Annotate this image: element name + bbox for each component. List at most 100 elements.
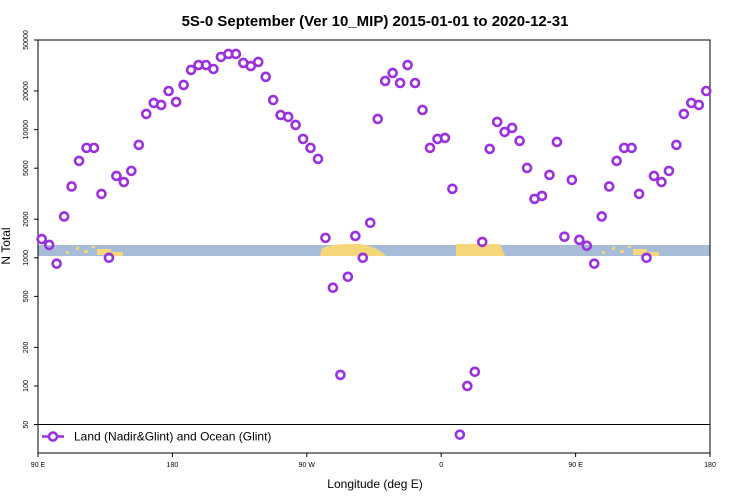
data-point (155, 99, 167, 111)
data-point (439, 132, 451, 144)
data-point (140, 108, 152, 120)
data-point (544, 169, 555, 181)
x-tick-label: 90 E (31, 462, 46, 469)
y-tick-label: 5000 (23, 160, 30, 176)
legend-marker (47, 431, 59, 442)
data-point (111, 170, 122, 182)
data-point (133, 139, 145, 151)
data-point (424, 142, 436, 154)
data-point (36, 233, 48, 245)
data-point (297, 133, 309, 145)
legend-label: Land (Nadir&Glint) and Ocean (Glint) (74, 430, 271, 444)
plot-frame (37, 39, 711, 454)
data-point (551, 136, 563, 148)
data-point (581, 240, 593, 252)
data-point (417, 104, 428, 116)
y-tick-label: 10000 (23, 120, 30, 140)
data-point (282, 111, 294, 123)
data-point (73, 155, 85, 167)
data-point (163, 85, 174, 97)
data-point (476, 236, 488, 248)
data-point (626, 142, 637, 154)
data-point (700, 85, 712, 97)
data-point (66, 181, 77, 192)
data-point (566, 174, 578, 186)
data-point (364, 217, 376, 229)
data-point (484, 143, 496, 155)
data-point (260, 71, 272, 83)
y-tick-label: 200 (23, 341, 30, 353)
data-point (574, 234, 585, 246)
data-point (51, 258, 62, 269)
map-background (38, 243, 710, 256)
data-point (305, 142, 316, 154)
data-point (357, 252, 369, 264)
data-point (588, 258, 600, 269)
data-point (208, 63, 219, 75)
data-point (320, 232, 331, 244)
data-point (633, 188, 645, 200)
data-point (58, 211, 70, 222)
data-point (491, 116, 503, 128)
y-tick-label: 20000 (23, 81, 30, 101)
y-axis-label: N Total (0, 227, 13, 264)
data-point (252, 56, 264, 68)
land-patches (66, 243, 659, 256)
data-point (641, 252, 652, 264)
data-point (103, 252, 115, 264)
data-point (88, 142, 100, 154)
chart-title: 5S-0 September (Ver 10_MIP) 2015-01-01 t… (182, 13, 569, 30)
x-tick-label: 180 (167, 462, 179, 469)
data-point (96, 188, 107, 200)
x-tick-label: 90 W (299, 462, 316, 469)
x-tick-label: 90 E (568, 462, 583, 469)
data-point (126, 165, 137, 177)
data-point (454, 429, 466, 440)
data-point (342, 271, 354, 283)
data-point (648, 170, 660, 182)
data-point (536, 190, 548, 202)
data-point (312, 153, 324, 165)
data-point (387, 67, 398, 79)
y-tick-label: 2000 (23, 211, 30, 227)
data-point (267, 94, 279, 106)
data-point (350, 230, 361, 242)
data-point (521, 162, 533, 174)
data-point (118, 176, 130, 188)
data-point (402, 59, 413, 71)
data-point (178, 79, 189, 91)
data-point (230, 48, 242, 60)
data-point (43, 239, 55, 251)
y-tick-label: 50 (23, 421, 30, 429)
data-point (185, 64, 197, 76)
data-point (559, 231, 570, 243)
data-point (447, 183, 458, 195)
data-point (678, 108, 690, 120)
data-point (663, 165, 675, 177)
data-point (462, 380, 473, 392)
x-tick-label: 0 (439, 462, 443, 469)
data-point (596, 211, 608, 222)
data-point (656, 176, 667, 188)
x-axis-label: Longitude (deg E) (327, 477, 422, 491)
data-point (671, 139, 682, 151)
y-tick-label: 100 (23, 380, 30, 392)
data-point (506, 122, 518, 134)
data-point (245, 60, 257, 72)
data-point (327, 282, 339, 294)
data-point (514, 135, 525, 147)
data-point (372, 113, 384, 125)
data-point (611, 155, 622, 167)
data-point (409, 77, 421, 89)
data-point (394, 77, 406, 89)
y-tick-label: 500 (23, 290, 30, 302)
data-point (379, 75, 391, 87)
data-point (170, 96, 182, 108)
data-point (603, 181, 615, 192)
y-tick-label: 1000 (23, 250, 30, 266)
x-tick-label: 180 (704, 462, 716, 469)
data-point (335, 369, 346, 381)
y-tick-label: 50000 (23, 30, 30, 50)
data-point (290, 119, 301, 131)
